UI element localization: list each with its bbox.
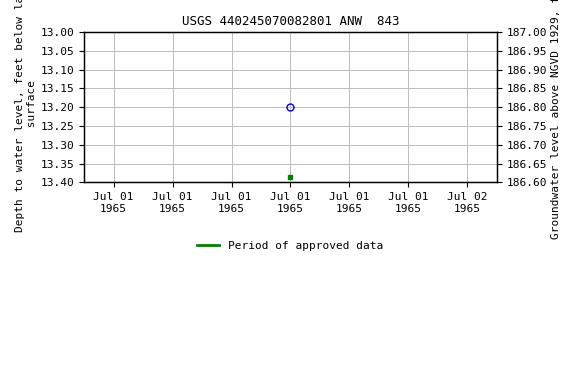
Y-axis label: Depth to water level, feet below land
 surface: Depth to water level, feet below land su…: [15, 0, 37, 232]
Legend: Period of approved data: Period of approved data: [193, 236, 388, 255]
Title: USGS 440245070082801 ANW  843: USGS 440245070082801 ANW 843: [181, 15, 399, 28]
Y-axis label: Groundwater level above NGVD 1929, feet: Groundwater level above NGVD 1929, feet: [551, 0, 561, 239]
